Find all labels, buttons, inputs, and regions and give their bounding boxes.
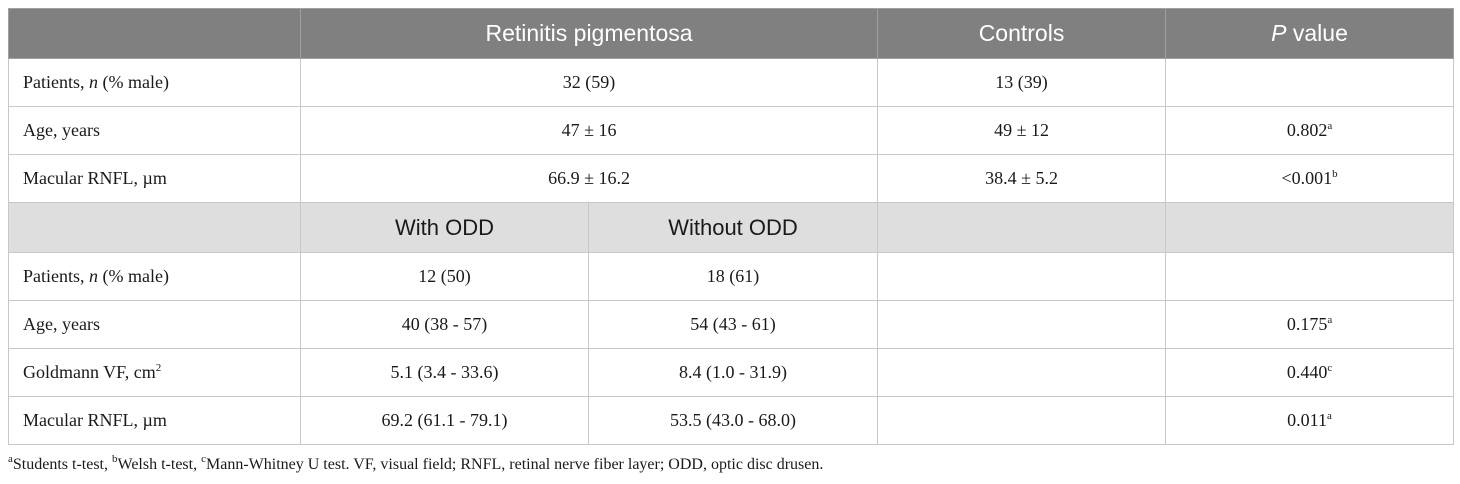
row-label: Age, years [8,106,301,155]
cell-controls: 38.4 ± 5.2 [877,154,1167,203]
cell-controls: 49 ± 12 [877,106,1167,155]
results-table: Retinitis pigmentosa Controls P value Pa… [8,8,1455,445]
table-row: Patients, n (% male) 12 (50) 18 (61) [8,252,1455,301]
cell-p-value: <0.001b [1165,154,1455,203]
row-label: Goldmann VF, cm2 [8,348,301,397]
table-row: Age, years 47 ± 16 49 ± 12 0.802a [8,106,1455,155]
header-p-value: P value [1165,8,1455,59]
header-empty-cell [8,8,301,59]
cell-without-odd: 54 (43 - 61) [587,300,879,349]
subheader-empty-cell [877,202,1167,253]
row-label: Macular RNFL, µm [8,154,301,203]
row-label: Macular RNFL, µm [8,396,301,445]
cell-empty [877,300,1167,349]
cell-with-odd: 69.2 (61.1 - 79.1) [300,396,589,445]
row-label: Patients, n (% male) [8,252,301,301]
table-row: Macular RNFL, µm 66.9 ± 16.2 38.4 ± 5.2 … [8,154,1455,203]
cell-empty [877,348,1167,397]
subheader-without-odd: Without ODD [587,202,879,253]
subheader-with-odd: With ODD [300,202,589,253]
cell-with-odd: 40 (38 - 57) [300,300,589,349]
header-p-italic: P [1271,20,1287,46]
cell-rp: 32 (59) [299,58,879,107]
cell-p-value [1165,252,1455,301]
cell-rp: 47 ± 16 [299,106,879,155]
cell-controls: 13 (39) [877,58,1167,107]
row-label: Age, years [8,300,301,349]
table-row: Goldmann VF, cm2 5.1 (3.4 - 33.6) 8.4 (1… [8,348,1455,397]
header-p-rest: value [1286,20,1348,46]
table-subheader-row: With ODD Without ODD [8,202,1455,253]
row-label: Patients, n (% male) [8,58,301,107]
table-row: Age, years 40 (38 - 57) 54 (43 - 61) 0.1… [8,300,1455,349]
cell-empty [877,252,1167,301]
cell-rp: 66.9 ± 16.2 [299,154,879,203]
table-row: Patients, n (% male) 32 (59) 13 (39) [8,58,1455,107]
cell-p-value: 0.011a [1165,396,1455,445]
table-row: Macular RNFL, µm 69.2 (61.1 - 79.1) 53.5… [8,396,1455,445]
cell-without-odd: 53.5 (43.0 - 68.0) [587,396,879,445]
cell-empty [877,396,1167,445]
subheader-empty-cell [8,202,301,253]
cell-p-value: 0.440c [1165,348,1455,397]
cell-with-odd: 5.1 (3.4 - 33.6) [300,348,589,397]
cell-with-odd: 12 (50) [300,252,589,301]
table-header-row: Retinitis pigmentosa Controls P value [8,8,1455,59]
cell-p-value [1165,58,1455,107]
cell-without-odd: 18 (61) [587,252,879,301]
header-controls: Controls [877,8,1167,59]
cell-without-odd: 8.4 (1.0 - 31.9) [587,348,879,397]
header-retinitis-pigmentosa: Retinitis pigmentosa [299,8,879,59]
cell-p-value: 0.175a [1165,300,1455,349]
cell-p-value: 0.802a [1165,106,1455,155]
subheader-empty-cell [1165,202,1455,253]
table-footnote: aStudents t-test, bWelsh t-test, cMann-W… [8,453,824,474]
